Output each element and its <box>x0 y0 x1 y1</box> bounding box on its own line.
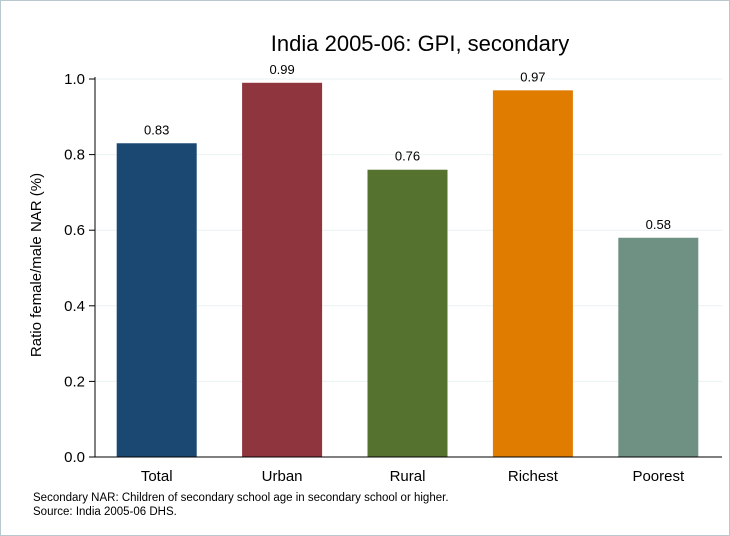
x-tick-label: Poorest <box>632 468 685 485</box>
x-tick-label: Total <box>141 468 173 485</box>
bar-total <box>116 143 197 457</box>
data-label: 0.97 <box>520 69 545 84</box>
bar-poorest <box>618 237 699 457</box>
chart-title: India 2005-06: GPI, secondary <box>271 31 569 56</box>
bar-richest <box>492 90 573 457</box>
x-tick-label: Rural <box>390 468 426 485</box>
data-label: 0.76 <box>395 149 420 164</box>
note-source: Source: India 2005-06 DHS. <box>33 506 177 518</box>
y-tick-label: 0.2 <box>64 373 85 390</box>
y-tick-label: 0.8 <box>64 147 85 164</box>
bar-urban <box>242 82 323 457</box>
y-tick-label: 0.0 <box>64 449 85 466</box>
x-tick-label: Richest <box>508 468 559 485</box>
note-definition: Secondary NAR: Children of secondary sch… <box>33 492 449 504</box>
data-label: 0.99 <box>269 62 294 77</box>
data-label: 0.58 <box>646 217 671 232</box>
x-tick-label: Urban <box>262 468 303 485</box>
y-tick-label: 1.0 <box>64 71 85 88</box>
y-axis-label: Ratio female/male NAR (%) <box>28 173 45 357</box>
bar-rural <box>367 169 448 457</box>
y-tick-label: 0.4 <box>64 298 85 315</box>
data-label: 0.83 <box>144 122 169 137</box>
y-tick-label: 0.6 <box>64 222 85 239</box>
